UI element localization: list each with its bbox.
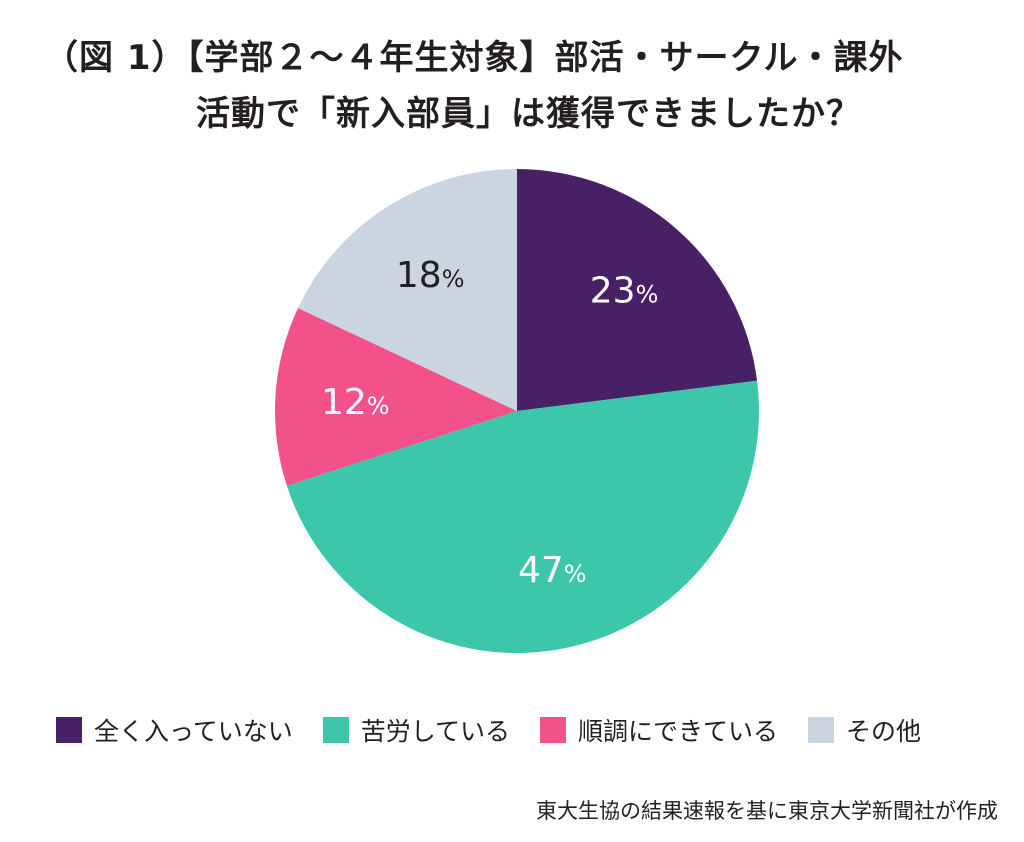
legend-label: 苦労している (360, 717, 511, 746)
legend-swatch (56, 717, 82, 743)
legend-item-2: 苦労している (322, 712, 511, 748)
legend-swatch (808, 717, 835, 743)
legend-label: 順調にできている (578, 717, 779, 746)
legend-item-3: 順調にできている (540, 712, 778, 748)
legend-item-1: 全く入っていない (56, 712, 293, 748)
slice-label-4: 18% (396, 255, 465, 296)
slice-label-3: 12% (321, 382, 390, 423)
legend-item-4: その他 (808, 712, 921, 748)
legend: 全く入っていない 苦労している 順調にできている その他 (56, 712, 951, 748)
slice-label-2: 47% (518, 550, 587, 591)
pie-slice-1 (517, 169, 758, 411)
pie-slice-2 (286, 380, 759, 654)
source-note: 東大生協の結果速報を基に東京大学新聞社が作成 (536, 799, 998, 823)
legend-label: その他 (846, 717, 922, 746)
slice-label-1: 23% (590, 271, 659, 312)
legend-swatch (322, 717, 349, 743)
pie-slice-3 (274, 307, 517, 486)
legend-swatch (540, 717, 567, 743)
chart-title-line-2: 活動で「新入部員」は獲得できましたか？ (196, 94, 861, 134)
legend-label: 全く入っていない (94, 717, 293, 746)
chart-title-line-1: （図 1）【学部２～４年生対象】部活・サークル・課外 (44, 38, 904, 78)
pie-slice-4 (298, 169, 517, 411)
